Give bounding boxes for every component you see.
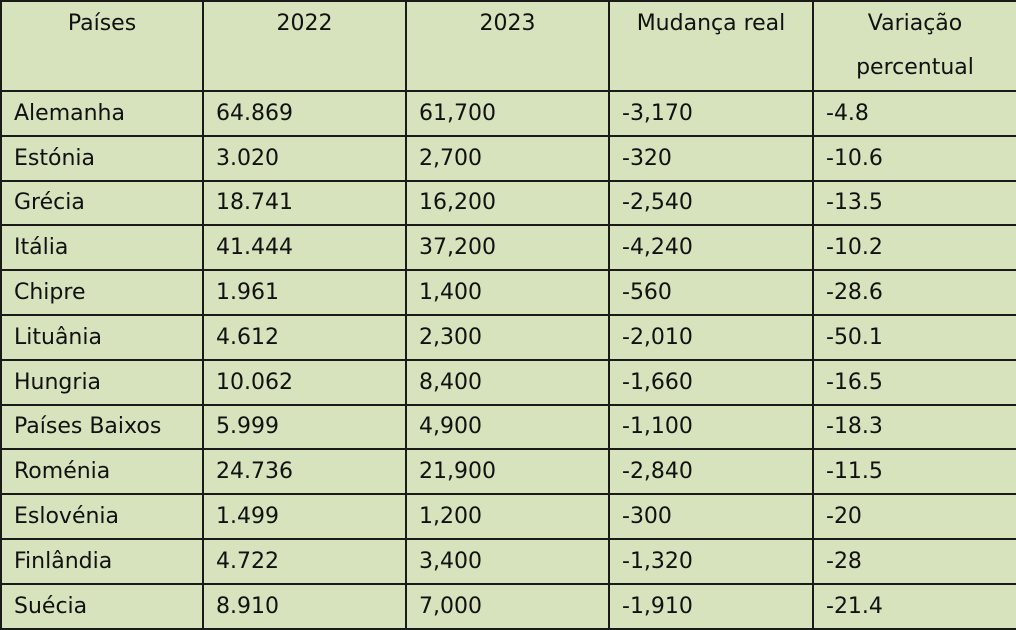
country-cell: Estónia (0, 134, 204, 182)
column-header-2022: 2022 (202, 0, 407, 92)
real-change-cell: -1,910 (608, 582, 814, 630)
percent-change-cell: -11.5 (812, 448, 1016, 496)
real-change-cell: -320 (608, 134, 814, 182)
column-header-real-change: Mudança real (608, 0, 814, 92)
table-row: Grécia 18.741 16,200 -2,540 -13.5 (0, 179, 1016, 227)
value-2022-cell: 41.444 (202, 224, 407, 272)
percent-change-cell: -28 (812, 537, 1016, 585)
value-2023-cell: 61,700 (405, 90, 610, 137)
percent-change-cell: -10.2 (812, 224, 1016, 272)
value-2022-cell: 18.741 (202, 179, 407, 227)
value-2022-cell: 8.910 (202, 582, 407, 630)
value-2023-cell: 1,400 (405, 269, 610, 316)
value-2022-cell: 3.020 (202, 134, 407, 182)
value-2023-cell: 16,200 (405, 179, 610, 227)
percent-change-cell: -20 (812, 493, 1016, 540)
table-row: Lituânia 4.612 2,300 -2,010 -50.1 (0, 313, 1016, 361)
country-cell: Hungria (0, 358, 204, 406)
table-row: Roménia 24.736 21,900 -2,840 -11.5 (0, 448, 1016, 496)
value-2022-cell: 4.612 (202, 313, 407, 361)
value-2022-cell: 5.999 (202, 403, 407, 451)
real-change-cell: -1,100 (608, 403, 814, 451)
column-header-2023: 2023 (405, 0, 610, 92)
country-cell: Itália (0, 224, 204, 272)
country-cell: Lituânia (0, 313, 204, 361)
percent-change-cell: -10.6 (812, 134, 1016, 182)
table-row: Itália 41.444 37,200 -4,240 -10.2 (0, 224, 1016, 272)
table-row: Suécia 8.910 7,000 -1,910 -21.4 (0, 582, 1016, 630)
value-2023-cell: 3,400 (405, 537, 610, 585)
percent-change-cell: -13.5 (812, 179, 1016, 227)
country-cell: Suécia (0, 582, 204, 630)
value-2023-cell: 4,900 (405, 403, 610, 451)
percent-change-cell: -50.1 (812, 313, 1016, 361)
country-cell: Países Baixos (0, 403, 204, 451)
value-2022-cell: 1.499 (202, 493, 407, 540)
value-2023-cell: 21,900 (405, 448, 610, 496)
real-change-cell: -560 (608, 269, 814, 316)
country-cell: Roménia (0, 448, 204, 496)
column-header-percent-change: Variação percentual (812, 0, 1016, 92)
real-change-cell: -3,170 (608, 90, 814, 137)
table-row: Países Baixos 5.999 4,900 -1,100 -18.3 (0, 403, 1016, 451)
table-row: Estónia 3.020 2,700 -320 -10.6 (0, 134, 1016, 182)
country-cell: Chipre (0, 269, 204, 316)
real-change-cell: -2,540 (608, 179, 814, 227)
percent-change-cell: -4.8 (812, 90, 1016, 137)
value-2023-cell: 37,200 (405, 224, 610, 272)
value-2023-cell: 2,700 (405, 134, 610, 182)
percent-change-cell: -18.3 (812, 403, 1016, 451)
real-change-cell: -300 (608, 493, 814, 540)
table-row: Hungria 10.062 8,400 -1,660 -16.5 (0, 358, 1016, 406)
percent-change-cell: -16.5 (812, 358, 1016, 406)
table-row: Eslovénia 1.499 1,200 -300 -20 (0, 493, 1016, 540)
table-body: Alemanha 64.869 61,700 -3,170 -4.8 Estónia 3.0… (0, 90, 1016, 630)
real-change-cell: -2,840 (608, 448, 814, 496)
real-change-cell: -1,320 (608, 537, 814, 585)
value-2023-cell: 7,000 (405, 582, 610, 630)
header-row: Países 2022 2023 Mudança real Variação p… (0, 0, 1016, 92)
percent-change-cell: -28.6 (812, 269, 1016, 316)
value-2022-cell: 10.062 (202, 358, 407, 406)
value-2022-cell: 1.961 (202, 269, 407, 316)
table-row: Alemanha 64.869 61,700 -3,170 -4.8 (0, 90, 1016, 137)
table-row: Chipre 1.961 1,400 -560 -28.6 (0, 269, 1016, 316)
value-2022-cell: 64.869 (202, 90, 407, 137)
percent-change-cell: -21.4 (812, 582, 1016, 630)
country-cell: Finlândia (0, 537, 204, 585)
value-2023-cell: 2,300 (405, 313, 610, 361)
real-change-cell: -4,240 (608, 224, 814, 272)
country-cell: Alemanha (0, 90, 204, 137)
value-2022-cell: 4.722 (202, 537, 407, 585)
real-change-cell: -2,010 (608, 313, 814, 361)
country-cell: Eslovénia (0, 493, 204, 540)
value-2022-cell: 24.736 (202, 448, 407, 496)
value-2023-cell: 8,400 (405, 358, 610, 406)
value-2023-cell: 1,200 (405, 493, 610, 540)
column-header-countries: Países (0, 0, 204, 92)
country-cell: Grécia (0, 179, 204, 227)
real-change-cell: -1,660 (608, 358, 814, 406)
table-row: Finlândia 4.722 3,400 -1,320 -28 (0, 537, 1016, 585)
